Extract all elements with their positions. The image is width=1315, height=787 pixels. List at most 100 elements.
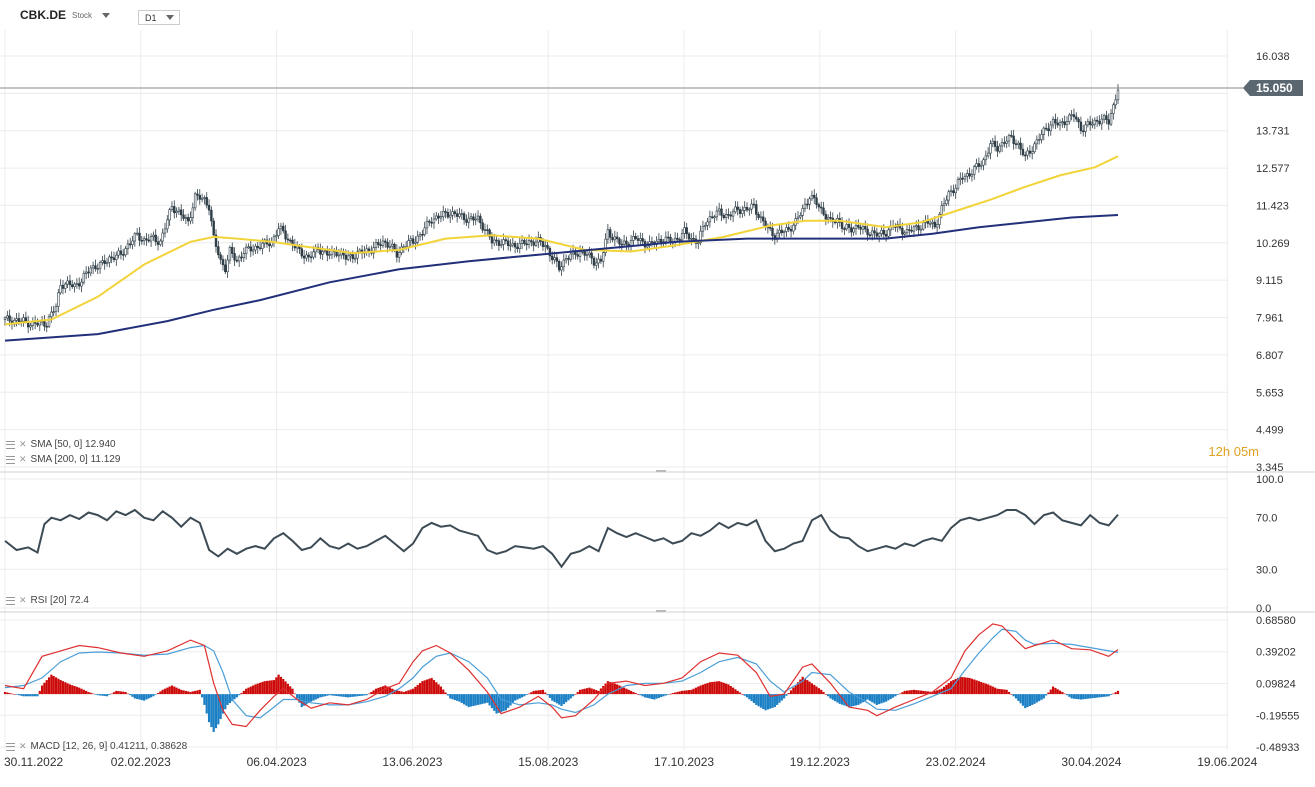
macd-histogram-bar	[463, 694, 466, 705]
candle-body	[646, 245, 649, 248]
close-icon[interactable]: ✕	[19, 439, 27, 449]
macd-histogram-bar	[794, 684, 797, 695]
macd-histogram-bar	[604, 683, 607, 695]
panel-resize-handle[interactable]	[656, 470, 666, 472]
candle-body	[787, 227, 790, 230]
candle-body	[80, 281, 83, 287]
macd-histogram-bar	[1107, 694, 1110, 697]
candle-body	[984, 155, 988, 161]
macd-histogram-bar	[820, 689, 823, 695]
candle-body	[1109, 113, 1113, 125]
menu-icon[interactable]	[6, 455, 15, 464]
candle-body	[476, 215, 480, 220]
macd-histogram-bar	[384, 685, 387, 695]
candle-body	[1007, 134, 1011, 142]
candle-body	[237, 256, 241, 262]
candle-body	[935, 224, 939, 228]
candle-body	[516, 246, 519, 250]
candle-body	[717, 208, 721, 212]
candle-body	[715, 210, 719, 218]
macd-histogram-bar	[342, 694, 345, 697]
candle-body	[1017, 142, 1020, 145]
macd-histogram-bar	[857, 694, 860, 705]
candle-body	[657, 238, 661, 242]
legend-sma50[interactable]: ✕ SMA [50, 0] 12.940	[6, 439, 116, 450]
legend-rsi-label: RSI [20] 72.4	[30, 595, 89, 606]
macd-histogram-bar	[386, 686, 389, 695]
candle-body	[1044, 127, 1048, 130]
legend-rsi[interactable]: ✕ RSI [20] 72.4	[6, 595, 89, 606]
macd-histogram-bar	[145, 694, 148, 700]
candle-body	[242, 253, 246, 258]
close-icon[interactable]: ✕	[19, 454, 27, 464]
close-icon[interactable]: ✕	[19, 741, 27, 751]
candle-body	[421, 234, 424, 236]
macd-histogram-bar	[762, 694, 765, 709]
macd-histogram-bar	[994, 687, 997, 695]
close-icon[interactable]: ✕	[19, 595, 27, 605]
menu-icon[interactable]	[6, 596, 15, 605]
candle-body	[799, 215, 802, 218]
candle-body	[71, 284, 74, 288]
candle-body	[685, 227, 688, 235]
legend-sma200[interactable]: ✕ SMA [200, 0] 11.129	[6, 454, 120, 465]
legend-macd[interactable]: ✕ MACD [12, 26, 9] 0.41211, 0.38628	[6, 741, 187, 752]
macd-histogram-bar	[1021, 694, 1025, 706]
candle-body	[282, 225, 285, 232]
macd-histogram-bar	[571, 694, 575, 697]
macd-histogram-bar	[110, 693, 113, 695]
candle-body	[261, 242, 264, 249]
macd-line	[4, 623, 1119, 728]
candle-body	[996, 146, 999, 152]
date-axis-label: 17.10.2023	[654, 755, 714, 769]
macd-histogram-bar	[836, 694, 839, 703]
macd-axis-label: -0.48933	[1256, 742, 1299, 754]
candle-body	[1028, 150, 1032, 154]
macd-histogram-bar	[511, 694, 514, 704]
menu-icon[interactable]	[6, 742, 15, 751]
macd-histogram-bar	[296, 694, 299, 699]
candle-body	[977, 163, 981, 167]
candle-body	[177, 209, 181, 212]
panel-resize-handle[interactable]	[656, 610, 666, 612]
macd-histogram-bar	[602, 686, 605, 695]
macd-histogram-bar	[785, 694, 788, 696]
macd-histogram-bar	[866, 694, 869, 700]
candle-body	[1061, 121, 1064, 123]
candle-body	[381, 240, 385, 246]
rsi-axis-label: 0.0	[1256, 603, 1271, 615]
macd-histogram-bar	[189, 691, 192, 695]
macd-histogram-bar	[398, 690, 401, 695]
candle-body	[928, 223, 932, 225]
candle-body	[678, 239, 681, 241]
candle-body	[850, 227, 853, 233]
macd-histogram-bar	[226, 694, 229, 705]
macd-histogram-bar	[268, 680, 271, 695]
candle-body	[859, 226, 862, 230]
candle-body	[683, 227, 686, 234]
candle-body	[198, 194, 201, 200]
macd-histogram-bar	[1091, 694, 1094, 699]
macd-histogram-bar	[729, 686, 732, 695]
chevron-down-icon[interactable]	[102, 12, 111, 18]
candle-body	[884, 234, 888, 237]
menu-icon[interactable]	[6, 440, 15, 449]
candle-body	[3, 317, 7, 320]
macd-histogram-bar	[745, 694, 749, 698]
macd-histogram-bar	[734, 689, 737, 695]
candle-body	[641, 238, 644, 242]
macd-histogram-bar	[444, 692, 447, 695]
macd-histogram-bar	[41, 685, 44, 695]
macd-histogram-bar	[124, 691, 127, 695]
candle-body	[300, 248, 303, 257]
timeframe-dropdown[interactable]: D1	[138, 10, 180, 25]
candle-body	[882, 230, 886, 235]
macd-histogram-bar	[29, 694, 32, 697]
macd-histogram-bar	[945, 684, 948, 695]
symbol-selector[interactable]: CBK.DE Stock	[20, 8, 111, 22]
macd-histogram-bar	[173, 686, 176, 695]
macd-histogram-bar	[75, 686, 78, 695]
candle-body	[1116, 89, 1120, 101]
candle-body	[704, 224, 707, 227]
